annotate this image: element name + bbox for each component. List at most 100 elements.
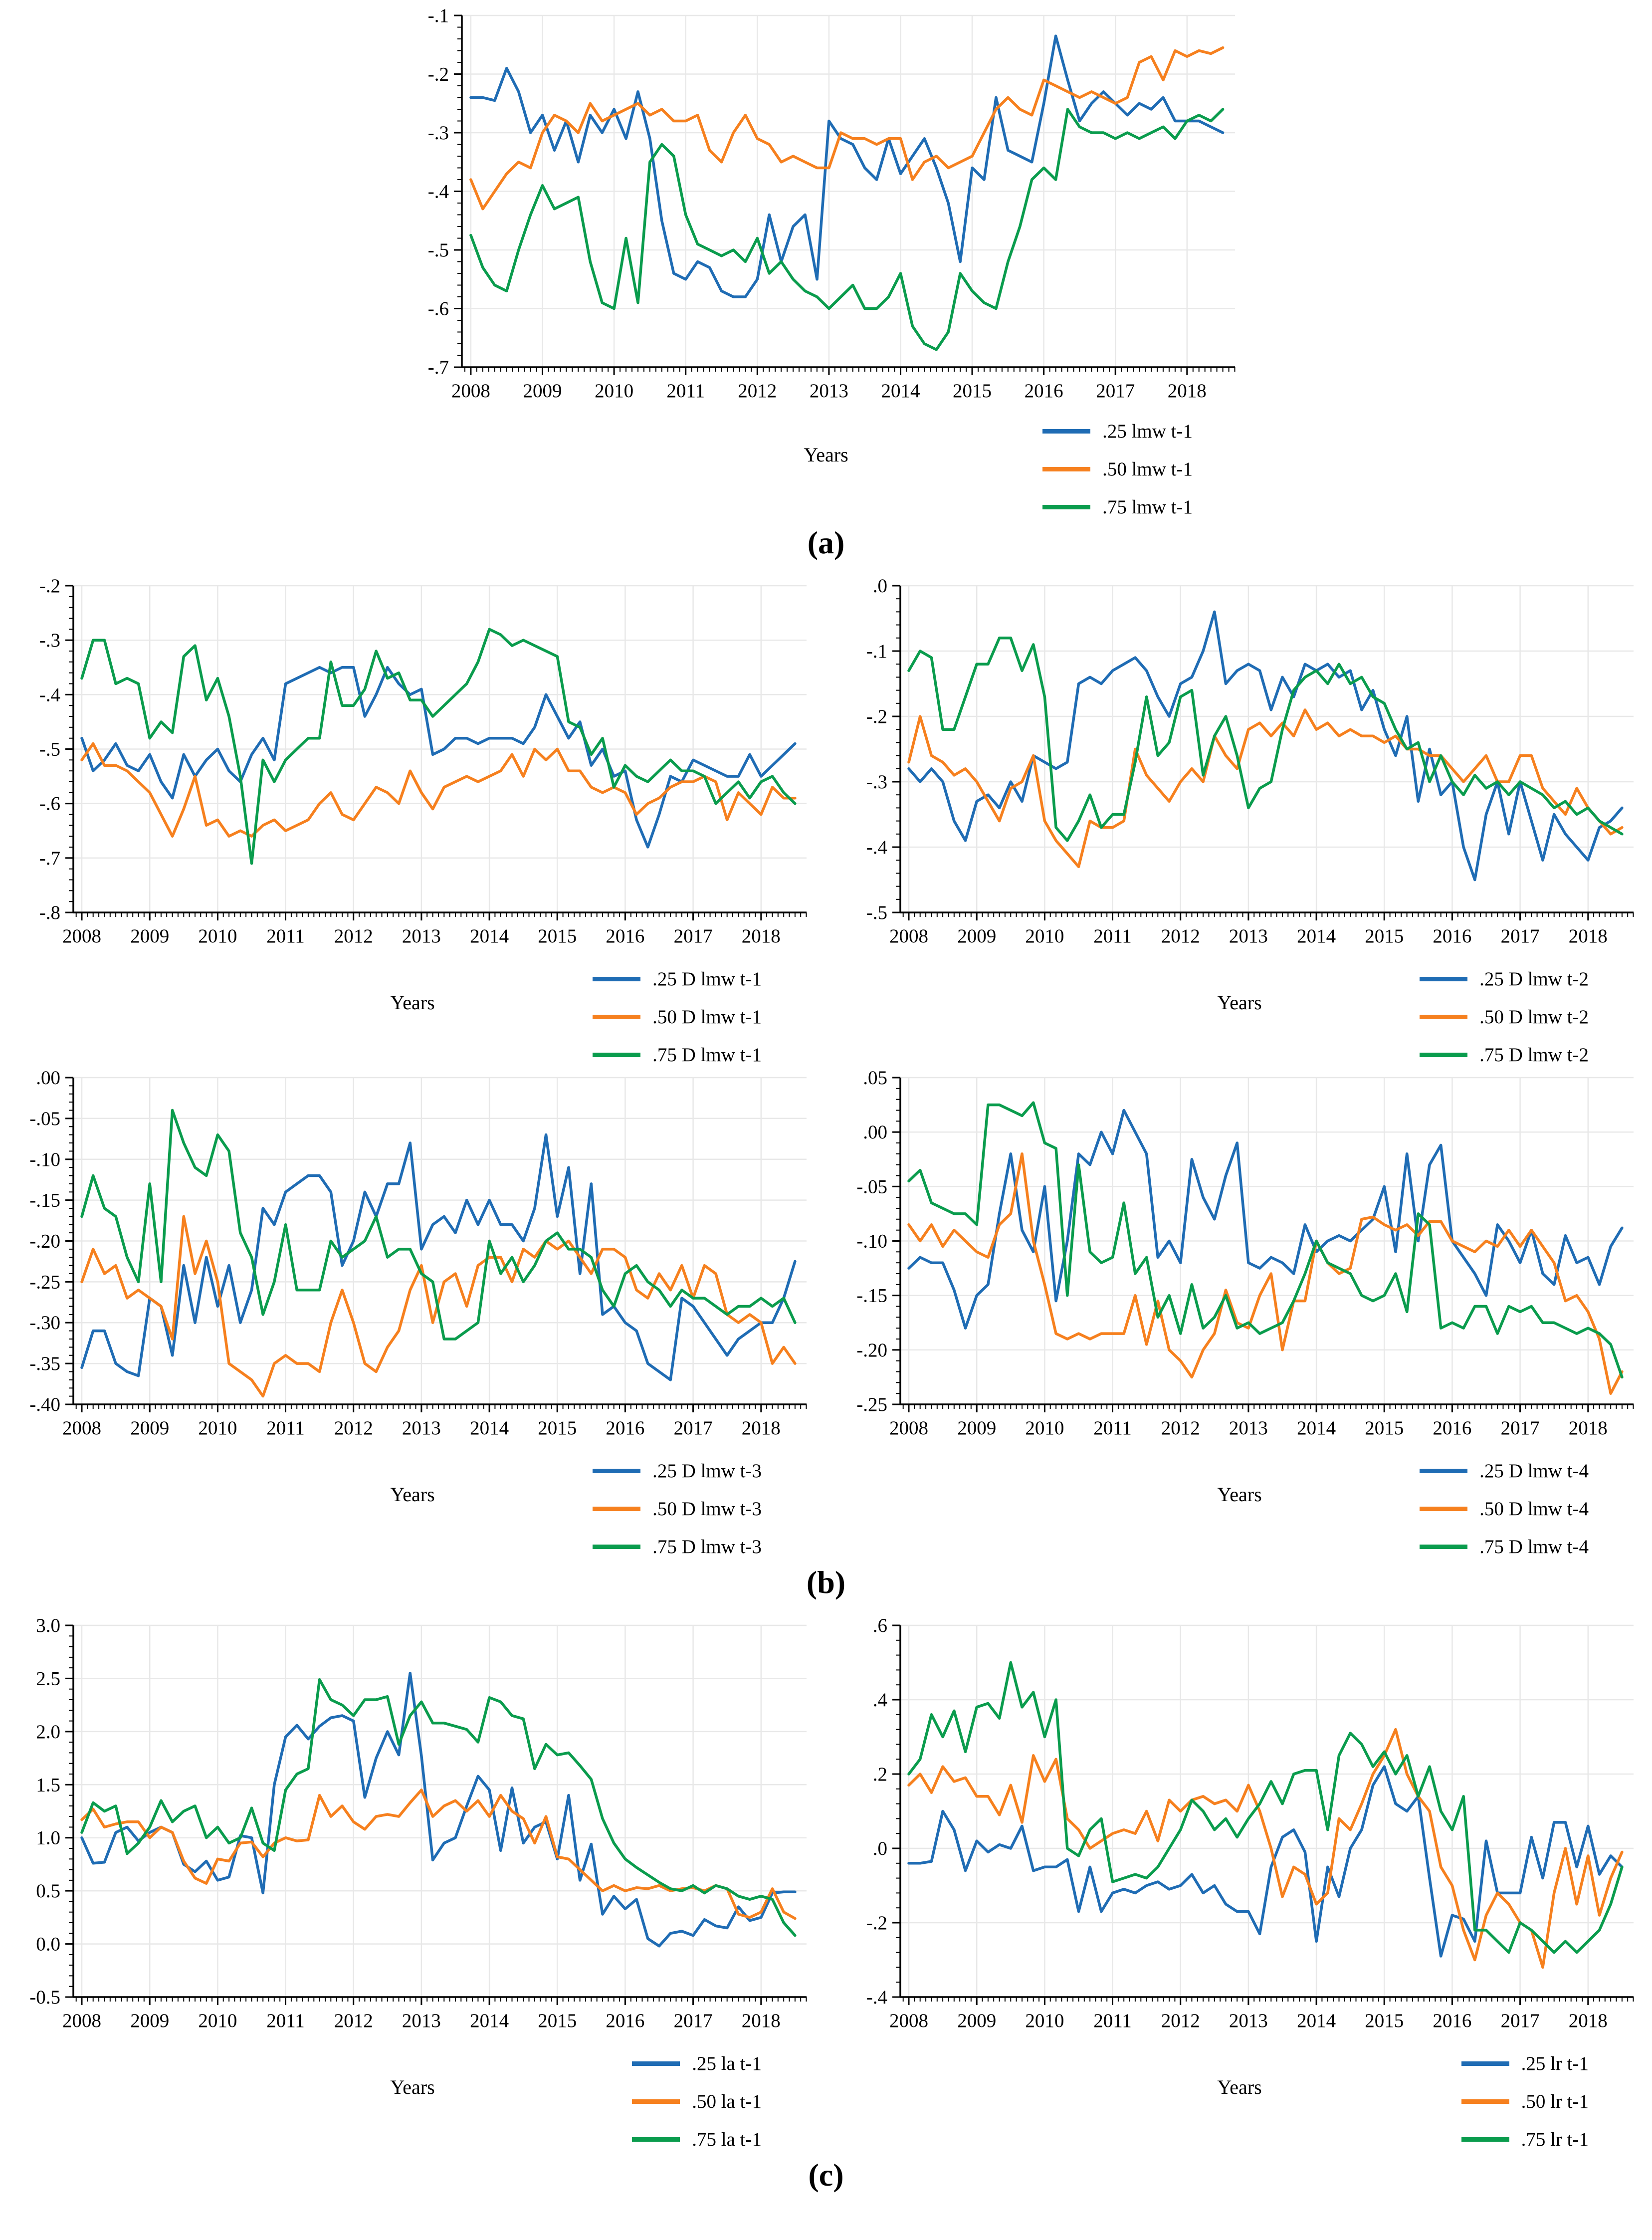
x-tick-label: 2017 — [1501, 1417, 1540, 1439]
y-tick-label: -.6 — [428, 298, 449, 320]
y-tick-label: 1.0 — [36, 1827, 60, 1849]
panel-b-row-1: -.2 -.3 -.4 -.5 -.6 -.7 -.8 2008 2009 2010 2011 201… — [0, 578, 1652, 1066]
legend-swatch-orange — [1461, 2099, 1509, 2104]
series-line--50-lmw-t-1 — [469, 46, 1225, 211]
chart-footer: Years .25 D lmw t-3 .50 D lmw t-3 .75 D … — [6, 1447, 819, 1558]
legend-la-t1: .25 la t-1 .50 la t-1 .75 la t-1 — [632, 2044, 762, 2158]
legend-swatch-green — [1420, 1544, 1468, 1549]
legend-label: .50 D lmw t-1 — [652, 1006, 762, 1028]
chart-d-lmw-t1: -.2 -.3 -.4 -.5 -.6 -.7 -.8 2008 2009 2010 2011 201… — [6, 578, 819, 1066]
panel-caption-a: (a) — [807, 525, 845, 560]
y-tick-label: 3.0 — [36, 1618, 60, 1636]
series-line--25-lmw-t-1 — [469, 34, 1225, 298]
legend-item: .50 lmw t-1 — [1042, 450, 1193, 488]
y-tick-label: -.25 — [856, 1394, 887, 1415]
legend-label: .50 la t-1 — [692, 2090, 762, 2112]
x-tick-label: 2010 — [1025, 1417, 1064, 1439]
chart-lmw-t1: -.1 -.2 -.3 -.4 -.5 -.6 -.7 2008 2009 2010 2011 201… — [402, 8, 1250, 518]
y-tick-label: -.4 — [866, 837, 887, 858]
legend-item: .50 D lmw t-1 — [593, 998, 762, 1036]
legend-swatch-green — [593, 1544, 641, 1549]
x-tick-label: 2008 — [889, 1417, 928, 1439]
chart-la-t1: 3.0 2.5 2.0 1.5 1.0 0.5 0.0 -0.5 2008 2009 2010 201… — [6, 1618, 819, 2150]
x-tick-label: 2011 — [1093, 2010, 1132, 2031]
y-tick-label: -.1 — [428, 8, 449, 26]
chart-d-lmw-t2: .0 -.1 -.2 -.3 -.4 -.5 2008 2009 2010 2011 2012 201… — [833, 578, 1646, 1066]
x-tick-label: 2009 — [130, 2010, 169, 2031]
legend-swatch-green — [1420, 1052, 1468, 1057]
chart-footer: Years .25 D lmw t-2 .50 D lmw t-2 .75 D … — [833, 955, 1646, 1066]
y-tick-label: 2.5 — [36, 1668, 60, 1689]
x-tick-label: 2016 — [1025, 380, 1063, 402]
legend-item: .25 la t-1 — [632, 2044, 762, 2082]
y-tick-label: .6 — [873, 1618, 887, 1636]
x-axis-title: Years — [1217, 991, 1262, 1014]
y-tick-label: -.2 — [428, 64, 449, 85]
x-tick-label: 2009 — [523, 380, 562, 402]
x-axis-title: Years — [1217, 2076, 1262, 2098]
x-tick-label: 2013 — [1229, 2010, 1268, 2031]
legend-swatch-orange — [1420, 1014, 1468, 1019]
y-tick-label: -.3 — [39, 630, 60, 651]
y-tick-label: .4 — [873, 1689, 887, 1711]
legend-lr-t1: .25 lr t-1 .50 lr t-1 .75 lr t-1 — [1461, 2044, 1589, 2158]
x-tick-label: 2008 — [62, 1417, 101, 1439]
y-tick-label: .2 — [873, 1764, 887, 1785]
y-tick-label: -.2 — [866, 1912, 887, 1934]
x-tick-label: 2012 — [334, 1417, 373, 1439]
legend-swatch-blue — [1461, 2061, 1509, 2066]
x-tick-label: 2017 — [674, 1417, 713, 1439]
x-tick-label: 2016 — [1433, 2010, 1471, 2031]
series-line--50-D-lmw-t-4 — [907, 1152, 1624, 1395]
x-tick-label: 2013 — [402, 1417, 441, 1439]
y-tick-label: -.4 — [39, 684, 60, 705]
y-tick-label: -.3 — [866, 771, 887, 793]
legend-label: .50 lr t-1 — [1521, 2090, 1589, 2112]
x-tick-label: 2008 — [889, 2010, 928, 2031]
x-tick-label: 2008 — [62, 925, 101, 947]
x-tick-label: 2014 — [470, 925, 509, 947]
series-line--75-lr-t-1 — [907, 1661, 1624, 1954]
chart-footer: Years .25 lmw t-1 .50 lmw t-1 .75 lmw t-… — [402, 407, 1250, 518]
legend-swatch-orange — [1042, 466, 1091, 471]
legend-swatch-green — [593, 1052, 641, 1057]
x-tick-label: 2014 — [470, 2010, 509, 2031]
x-tick-label: 2010 — [595, 380, 633, 402]
x-tick-label: 2013 — [402, 2010, 441, 2031]
series-line--75-D-lmw-t-4 — [907, 1101, 1624, 1379]
x-tick-label: 2009 — [957, 1417, 996, 1439]
y-tick-label: -.4 — [866, 1987, 887, 2008]
series-line--25-la-t-1 — [80, 1672, 797, 1948]
x-tick-label: 2010 — [198, 2010, 237, 2031]
x-tick-label: 2018 — [742, 2010, 781, 2031]
legend-label: .50 lmw t-1 — [1102, 458, 1193, 480]
x-tick-label: 2012 — [334, 925, 373, 947]
y-tick-label: -.10 — [856, 1231, 887, 1252]
x-tick-label: 2011 — [1093, 925, 1132, 947]
x-axis-title: Years — [390, 1483, 435, 1506]
y-tick-label: -.7 — [428, 357, 449, 378]
legend-item: .25 D lmw t-4 — [1420, 1452, 1589, 1490]
x-tick-label: 2012 — [738, 380, 777, 402]
x-tick-label: 2014 — [1297, 1417, 1336, 1439]
panel-caption-b: (b) — [806, 1565, 846, 1600]
series-line--50-D-lmw-t-1 — [80, 742, 797, 838]
chart-d-lmw-t4: .05 .00 -.05 -.10 -.15 -.20 -.25 2008 2009 2010 20… — [833, 1070, 1646, 1558]
x-tick-label: 2017 — [1501, 925, 1540, 947]
legend-lmw-t1: .25 lmw t-1 .50 lmw t-1 .75 lmw t-1 — [1042, 412, 1193, 526]
x-tick-label: 2013 — [810, 380, 848, 402]
legend-item: .25 lr t-1 — [1461, 2044, 1589, 2082]
legend-item: .75 D lmw t-1 — [593, 1036, 762, 1074]
legend-swatch-blue — [1042, 429, 1091, 434]
y-tick-label: -.6 — [39, 793, 60, 815]
y-tick-label: -.7 — [39, 848, 60, 869]
series-line--50-lr-t-1 — [907, 1728, 1624, 1969]
y-tick-label: -.20 — [29, 1231, 60, 1252]
legend-swatch-blue — [1420, 1468, 1468, 1473]
x-tick-label: 2016 — [606, 925, 644, 947]
y-tick-label: -.05 — [856, 1176, 887, 1197]
y-tick-label: -.5 — [866, 902, 887, 923]
